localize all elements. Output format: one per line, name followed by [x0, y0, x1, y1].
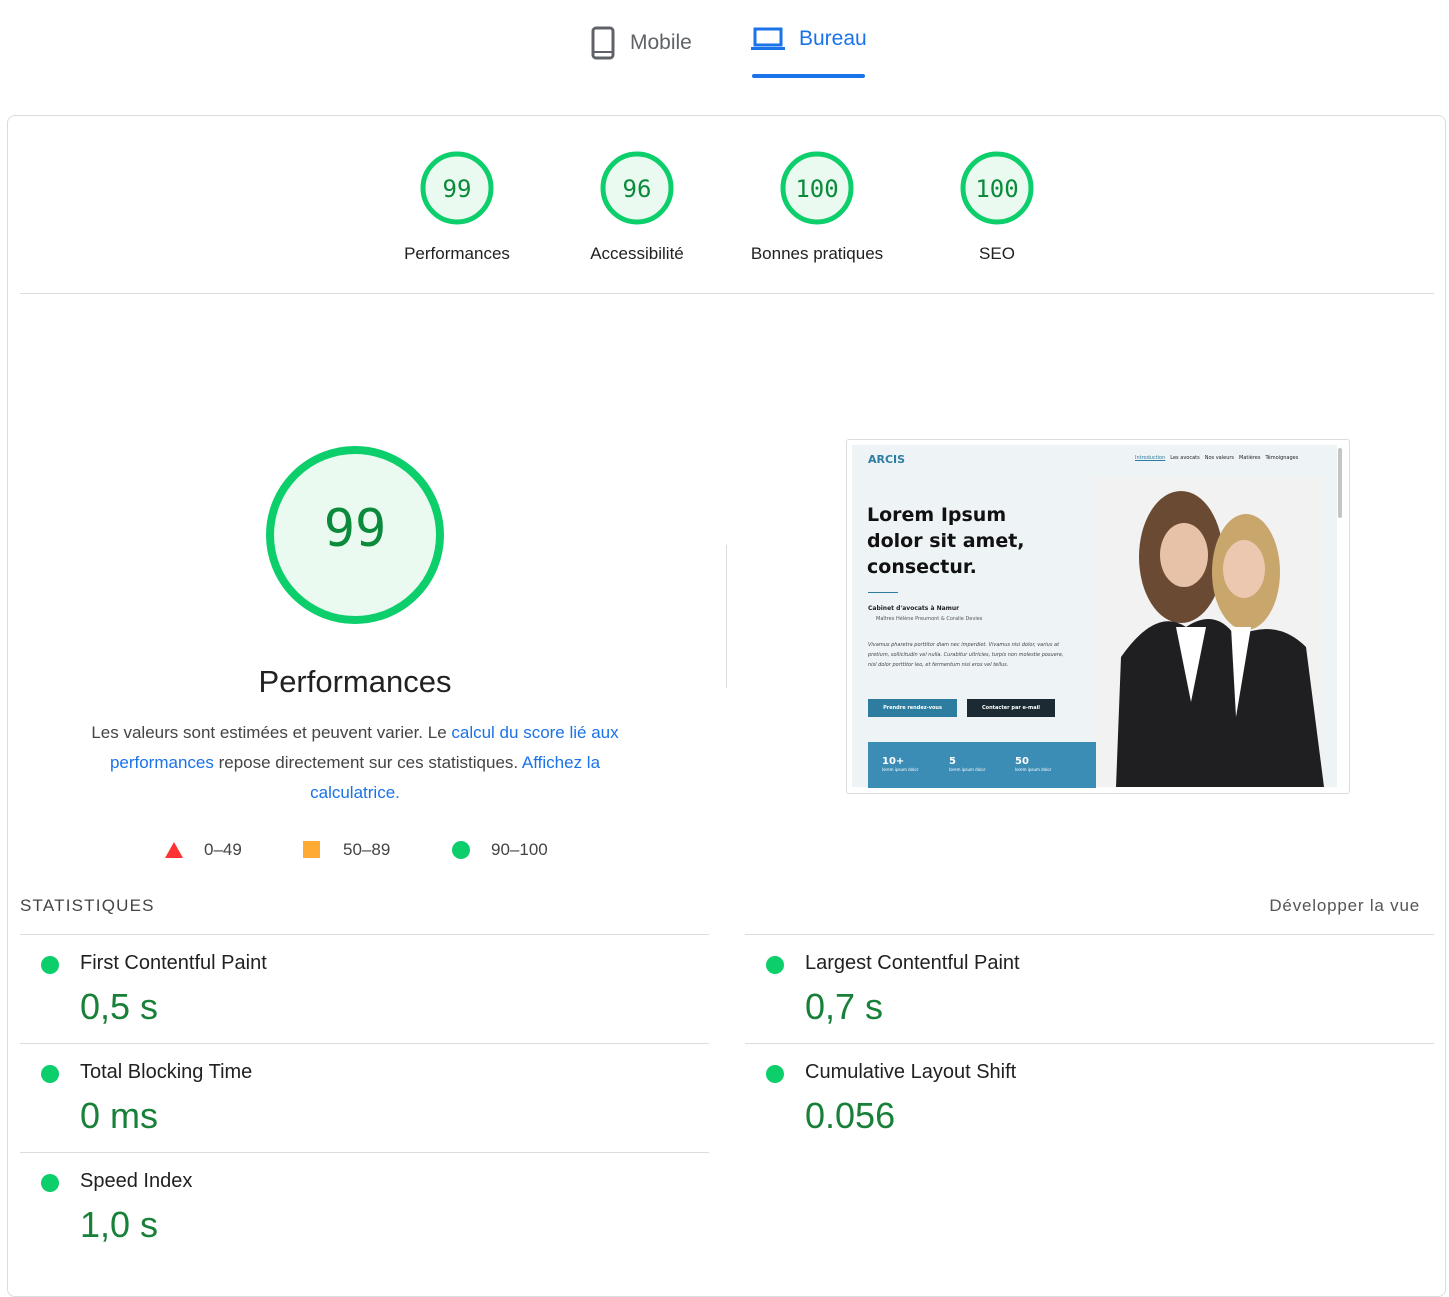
metric-status: [41, 1174, 59, 1192]
nav-item: Matières: [1239, 455, 1261, 461]
gauge-ring: [600, 151, 674, 225]
headline-line: dolor sit amet,: [867, 530, 1025, 552]
score-label: SEO: [979, 244, 1015, 263]
metric-value: 1,0 s: [80, 1204, 159, 1245]
legend-label: 50–89: [343, 840, 391, 859]
legend-pass-icon: [452, 841, 470, 859]
stat: 5 lorem ipsum dolor: [949, 756, 985, 772]
metric-label: First Contentful Paint: [80, 952, 267, 974]
metric-status: [41, 1065, 59, 1083]
site-button: Contacter par e-mail: [967, 699, 1055, 717]
metric-status: [766, 956, 784, 974]
score-label: Performances: [404, 244, 510, 263]
metric-label: Cumulative Layout Shift: [805, 1061, 1017, 1083]
gauge-score: 99: [324, 499, 387, 559]
metrics-title: STATISTIQUES: [20, 896, 155, 915]
legend-label: 0–49: [204, 840, 242, 859]
site-brand: ARCIS: [868, 453, 906, 466]
stat-value: 10+: [882, 756, 905, 767]
metric-value: 0,5 s: [80, 986, 159, 1027]
headline-line: consectur.: [867, 556, 977, 578]
stat: 10+ lorem ipsum dolor: [882, 756, 918, 772]
divider: [726, 545, 727, 688]
tab-mobile[interactable]: Mobile: [590, 26, 692, 60]
site-nav: Introduction Les avocats Nos valeurs Mat…: [1135, 455, 1298, 461]
legend-label: 90–100: [491, 840, 548, 859]
nav-item: Les avocats: [1170, 455, 1200, 461]
gauge-ring: [960, 151, 1034, 225]
perf-description: Les valeurs sont estimées et peuvent var…: [65, 718, 645, 808]
metric-label: Largest Contentful Paint: [805, 952, 1020, 974]
metric-divider: [745, 934, 1434, 935]
phone-icon: [591, 26, 615, 60]
nav-item: Nos valeurs: [1204, 455, 1235, 461]
page: PageSpeed {"tabs": ["Mobile", "Bureau"],…: [7, 26, 1446, 1297]
stat-label: lorem ipsum dolor: [949, 767, 986, 772]
metric-divider: [20, 934, 709, 935]
score-gauge: 99: [420, 151, 494, 225]
gauge-score: 96: [623, 175, 652, 203]
site-paragraph: Vivamus pharetra porttitor diam nec impe…: [868, 642, 1064, 668]
screenshot-preview: ARCIS Introduction Les avocats Nos valeu…: [846, 439, 1350, 794]
stat-label: lorem ipsum dolor: [882, 767, 919, 772]
gauge-ring: [780, 151, 854, 225]
big-gauge: 99: [266, 446, 444, 624]
text: repose directement sur ces statistiques.: [213, 753, 522, 772]
site-names: Maîtres Hélène Preumont & Coralie Devies: [876, 616, 983, 622]
gauge-score: 100: [795, 175, 838, 203]
gauge-score: 100: [975, 175, 1018, 203]
metric-divider: [20, 1043, 709, 1044]
metric-divider: [745, 1043, 1434, 1044]
headline-line: Lorem Ipsum: [867, 504, 1007, 526]
gauge-ring: [420, 151, 494, 225]
link[interactable]: Affichez la calculatrice.: [310, 753, 601, 802]
site-button: Prendre rendez-vous: [868, 699, 957, 717]
tab-desktop[interactable]: Bureau: [751, 26, 867, 52]
stat-value: 5: [949, 756, 956, 767]
link[interactable]: calcul du score lié aux performances: [109, 723, 619, 772]
divider: [20, 293, 1434, 294]
score-label: Accessibilité: [590, 244, 684, 263]
stat-value: 50: [1015, 756, 1029, 767]
metric-value: 0.056: [805, 1095, 896, 1136]
metric-value: 0,7 s: [805, 986, 884, 1027]
stat-label: lorem ipsum dolor: [1015, 767, 1052, 772]
metric-value: 0 ms: [80, 1095, 159, 1136]
nav-item: Introduction: [1135, 455, 1166, 461]
metric-status: [41, 956, 59, 974]
metric-label: Total Blocking Time: [80, 1061, 253, 1083]
expand-toggle[interactable]: Développer la vue: [1269, 896, 1420, 915]
text: Les valeurs sont estimées et peuvent var…: [91, 723, 452, 742]
metric-status: [766, 1065, 784, 1083]
legend-fail-icon: [165, 842, 183, 858]
site-stats: [868, 742, 1096, 788]
gauge-ring: [266, 446, 444, 624]
site-headline: Lorem Ipsum dolor sit amet, consectur.: [867, 502, 1025, 580]
site-subtitle: Cabinet d'avocats à Namur: [868, 605, 960, 612]
legend-average-icon: [303, 841, 320, 858]
stat: 50 lorem ipsum dolor: [1015, 756, 1051, 772]
tab-indicator: [752, 74, 865, 78]
score-label: Bonnes pratiques: [750, 244, 884, 263]
nav-item: Témoignages: [1265, 455, 1299, 461]
metric-divider: [20, 1152, 709, 1153]
score-gauge: 100: [780, 151, 854, 225]
scrollbar: [1338, 448, 1342, 518]
metric-label: Speed Index: [80, 1170, 193, 1192]
perf-title: Performances: [258, 664, 452, 699]
laptop-icon: [751, 27, 785, 50]
score-gauge: 100: [960, 151, 1034, 225]
gauge-score: 99: [443, 175, 472, 203]
score-gauge: 96: [600, 151, 674, 225]
tab-label: Mobile: [630, 31, 692, 54]
body: Mobile Bureau 99 Performances 96 Accessibil…: [7, 26, 1446, 1297]
accent-line: [868, 592, 898, 593]
tab-label: Bureau: [799, 27, 867, 50]
site-photo: [1096, 477, 1324, 787]
